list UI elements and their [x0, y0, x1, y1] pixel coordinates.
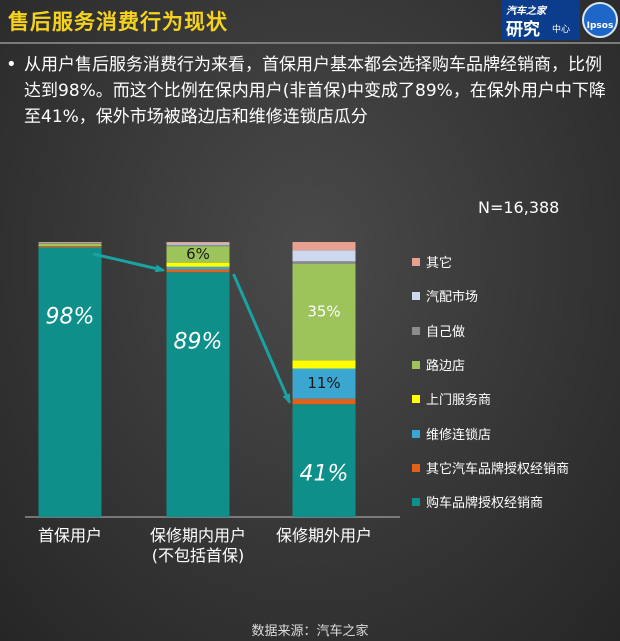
legend-swatch [412, 498, 420, 507]
summary-bullet: • 从用户售后服务消费行为来看，首保用户基本都会选择购车品牌经销商，比例达到98… [6, 52, 612, 130]
bar-segment [38, 242, 102, 244]
title-divider [0, 42, 620, 44]
bar-segment [166, 244, 230, 247]
bar-segment [166, 246, 230, 263]
bar-data-label: 41% [300, 461, 349, 486]
bar-segment [38, 245, 102, 246]
trend-arrow [93, 252, 166, 273]
bar-segment [166, 266, 230, 270]
bar-segment [38, 242, 102, 243]
legend-label: 维修连锁店 [426, 427, 492, 443]
data-source: 数据来源：汽车之家 [251, 624, 369, 639]
bar-segment [292, 368, 356, 399]
legend-swatch [412, 326, 420, 335]
bar-data-label: 89% [174, 329, 223, 354]
legend-label: 汽配市场 [426, 290, 479, 306]
sample-size: N=16,388 [478, 198, 560, 217]
legend-item: 购车品牌授权经销商 [412, 492, 612, 512]
legend-label: 其它汽车品牌授权经销商 [426, 461, 570, 477]
bar-segment [38, 245, 102, 247]
bar-segment [292, 404, 356, 517]
logo-main-text: 研究 [506, 20, 540, 40]
bar-segment [166, 269, 230, 273]
legend-item: 上门服务商 [412, 389, 612, 409]
legend-item: 其它 [412, 252, 612, 272]
bar-segment [38, 243, 102, 246]
legend-item: 维修连锁店 [412, 424, 612, 444]
bar-segment [292, 360, 356, 369]
bar-data-label: 11% [307, 374, 340, 392]
bar-segment [38, 246, 102, 248]
legend-label: 路边店 [426, 358, 466, 374]
bar-data-label: 98% [46, 305, 95, 330]
bar-segment [166, 272, 230, 517]
logo-top-text: 汽车之家 [506, 6, 546, 17]
legend-swatch [412, 360, 420, 369]
bar-segment [292, 242, 356, 251]
legend-label: 其它 [426, 256, 453, 271]
legend-label: 自己做 [426, 324, 466, 340]
bar-segment [292, 261, 356, 264]
bar-segment [292, 250, 356, 262]
bar-segment [166, 242, 230, 244]
legend-item: 汽配市场 [412, 286, 612, 306]
page-title: 售后服务消费行为现状 [8, 10, 228, 34]
legend-item: 路边店 [412, 355, 612, 375]
ipsos-logo-text: Ipsos [586, 21, 614, 31]
legend-swatch [412, 463, 420, 472]
category-label: 首保用户 [37, 526, 102, 545]
legend-label: 购车品牌授权经销商 [426, 496, 544, 512]
legend-swatch [412, 292, 420, 301]
bar-data-label: 35% [307, 303, 340, 321]
legend-swatch [412, 395, 420, 404]
legend-swatch [412, 258, 420, 266]
bar-segment [292, 398, 356, 405]
legend-label: 上门服务商 [426, 393, 492, 409]
category-label: 保修期外用户 [275, 526, 372, 545]
legend-item: 其它汽车品牌授权经销商 [412, 458, 612, 478]
legend-swatch [412, 429, 420, 438]
bar-segment [166, 262, 230, 267]
bar-segment [166, 243, 230, 245]
summary-text: 从用户售后服务消费行为来看，首保用户基本都会选择购车品牌经销商，比例达到98%。… [24, 55, 606, 127]
bar-segment [292, 264, 356, 361]
trend-arrow [232, 273, 291, 405]
bullet-icon: • [6, 54, 17, 75]
bar-data-label: 6% [186, 245, 210, 263]
autohome-research-logo: 汽车之家 研究 中心 [502, 0, 580, 40]
category-label: 保修期内用户 (不包括首保) [149, 526, 246, 565]
ipsos-logo: Ipsos [582, 2, 618, 38]
legend-item: 自己做 [412, 321, 612, 341]
logo-sub-text: 中心 [552, 25, 571, 35]
bar-segment [38, 247, 102, 517]
